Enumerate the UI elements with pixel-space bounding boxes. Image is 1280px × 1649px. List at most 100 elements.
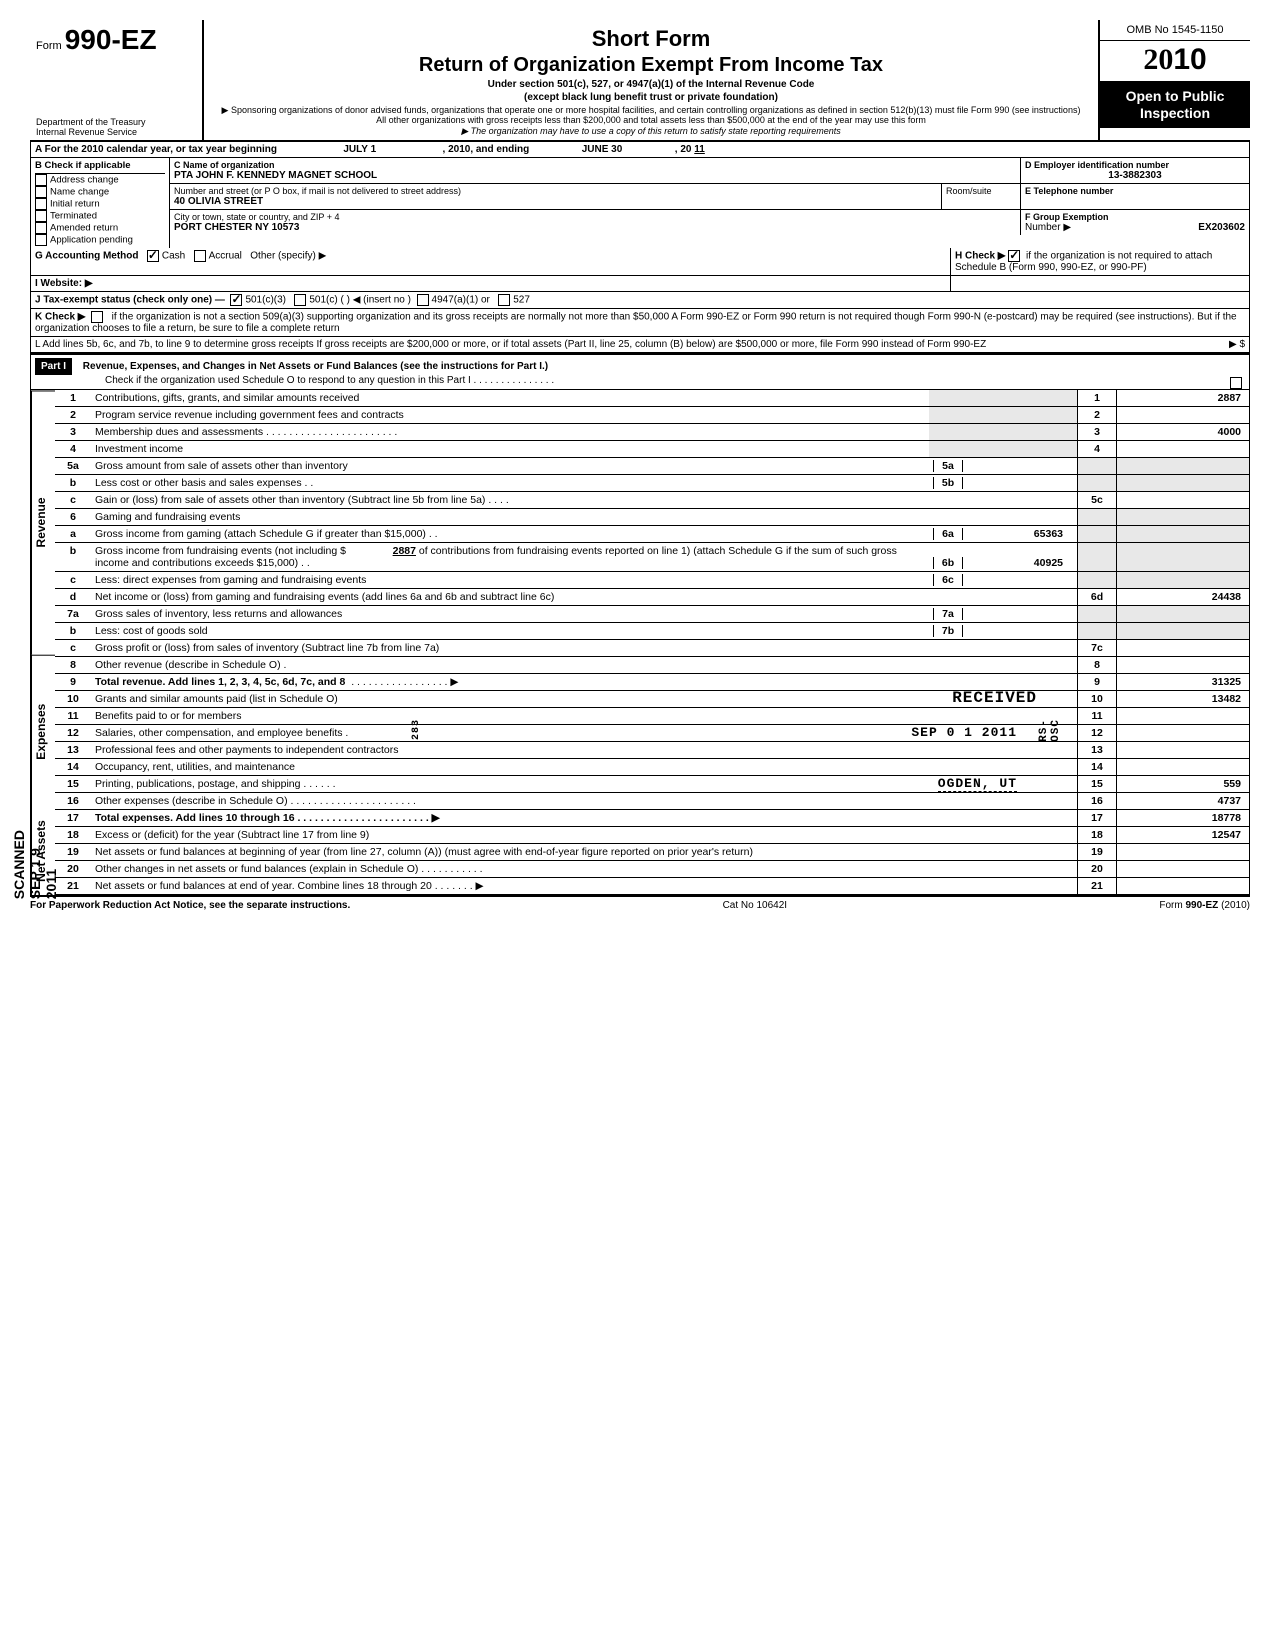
l-arrow: ▶ $ xyxy=(1229,339,1245,350)
g-other: Other (specify) ▶ xyxy=(250,251,326,262)
received-stamp: RECEIVED xyxy=(952,689,1037,707)
tax-year-end-year: 11 xyxy=(694,144,705,155)
title-return: Return of Organization Exempt From Incom… xyxy=(214,54,1088,77)
g-label: G Accounting Method xyxy=(35,251,139,262)
line19-val xyxy=(1117,844,1250,861)
city-state-zip: PORT CHESTER NY 10573 xyxy=(174,222,1016,233)
part1-title: Revenue, Expenses, and Changes in Net As… xyxy=(83,361,548,372)
k-label: K Check ▶ xyxy=(35,312,85,323)
line6b-pre: Gross income from fundraising events (no… xyxy=(95,545,346,557)
line9-text: Total revenue. Add lines 1, 2, 3, 4, 5c,… xyxy=(95,676,345,688)
line21-text: Net assets or fund balances at end of ye… xyxy=(91,878,1078,895)
rsosc-stamp: RS-OSC xyxy=(1038,719,1062,742)
check-initial-return[interactable] xyxy=(35,198,47,210)
check-schedule-o[interactable] xyxy=(1230,377,1242,389)
line1-val: 2887 xyxy=(1117,390,1250,407)
check-address-change[interactable] xyxy=(35,174,47,186)
line13-text: Professional fees and other payments to … xyxy=(91,742,1078,759)
j-4947: 4947(a)(1) or xyxy=(432,295,490,306)
check-501c[interactable] xyxy=(294,294,306,306)
note-3: ▶ The organization may have to use a cop… xyxy=(214,126,1088,136)
group-exemption-no: EX203602 xyxy=(1198,222,1245,233)
line4-text: Investment income xyxy=(91,441,929,458)
line6b-mid: 40925 xyxy=(963,557,1063,569)
note-1: ▶ Sponsoring organizations of donor advi… xyxy=(214,105,1088,115)
check-k[interactable] xyxy=(91,311,103,323)
check-cash[interactable] xyxy=(147,250,159,262)
j-501c: 501(c) ( xyxy=(309,295,343,306)
check-501c3[interactable] xyxy=(230,294,242,306)
footer-right: Form Form 990-EZ (2010)990-EZ (2010) xyxy=(1159,900,1250,911)
283-stamp: 283 xyxy=(411,719,422,740)
address: 40 OLIVIA STREET xyxy=(174,196,937,207)
j-label: J Tax-exempt status (check only one) — xyxy=(35,295,225,306)
b-item-0: Address change xyxy=(50,175,119,186)
g-cash: Cash xyxy=(162,251,185,262)
line7c-text: Gross profit or (loss) from sales of inv… xyxy=(91,640,1078,657)
line13-val xyxy=(1117,742,1250,759)
check-name-change[interactable] xyxy=(35,186,47,198)
line7b-text: Less: cost of goods sold xyxy=(91,623,929,640)
check-amended[interactable] xyxy=(35,222,47,234)
check-h[interactable] xyxy=(1008,250,1020,262)
tax-year-begin: JULY 1 xyxy=(280,144,440,155)
line7a-text: Gross sales of inventory, less returns a… xyxy=(91,606,929,623)
line3-val: 4000 xyxy=(1117,424,1250,441)
check-terminated[interactable] xyxy=(35,210,47,222)
dept-irs: Internal Revenue Service xyxy=(36,128,196,138)
title-box: Short Form Return of Organization Exempt… xyxy=(204,20,1098,140)
check-4947[interactable] xyxy=(417,294,429,306)
scanned-stamp: SCANNED SEP 1 9 2011 xyxy=(11,830,59,899)
subtitle-2: (except black lung benefit trust or priv… xyxy=(214,92,1088,103)
check-527[interactable] xyxy=(498,294,510,306)
line19-text: Net assets or fund balances at beginning… xyxy=(91,844,1078,861)
line9-val: 31325 xyxy=(1117,674,1250,691)
line10-text: Grants and similar amounts paid (list in… xyxy=(95,693,338,705)
line17-text: Total expenses. Add lines 10 through 16 … xyxy=(95,812,440,824)
line6a-mid: 65363 xyxy=(963,528,1063,540)
j-501c3: 501(c)(3) xyxy=(245,295,286,306)
part1-header: Part I Revenue, Expenses, and Changes in… xyxy=(30,353,1250,390)
info-block: A For the 2010 calendar year, or tax yea… xyxy=(30,142,1250,353)
line-a-label: A For the 2010 calendar year, or tax yea… xyxy=(35,144,277,155)
line5a-text: Gross amount from sale of assets other t… xyxy=(91,458,929,475)
check-pending[interactable] xyxy=(35,234,47,246)
j-527: 527 xyxy=(513,295,530,306)
line1-text: Contributions, gifts, grants, and simila… xyxy=(91,390,929,407)
open-to-public: Open to Public Inspection xyxy=(1100,82,1250,128)
line2-text: Program service revenue including govern… xyxy=(91,407,929,424)
l-text: L Add lines 5b, 6c, and 7b, to line 9 to… xyxy=(35,339,986,350)
line-a-end-prefix: , 20 xyxy=(675,144,692,155)
line11-text: Benefits paid to or for members xyxy=(91,708,1078,725)
line12-val xyxy=(1117,725,1250,742)
d-label: D Employer identification number xyxy=(1025,160,1169,170)
city-label: City or town, state or country, and ZIP … xyxy=(174,212,1016,222)
subtitle-1: Under section 501(c), 527, or 4947(a)(1)… xyxy=(214,79,1088,90)
line6c-text: Less: direct expenses from gaming and fu… xyxy=(91,572,929,589)
line6d-val: 24438 xyxy=(1117,589,1250,606)
line4-val xyxy=(1117,441,1250,458)
part1-check-o: Check if the organization used Schedule … xyxy=(105,375,554,386)
line17-val: 18778 xyxy=(1117,810,1250,827)
form-prefix: Form xyxy=(36,40,62,52)
b-label: B Check if applicable xyxy=(35,160,131,171)
note-2: All other organizations with gross recei… xyxy=(214,115,1088,125)
line6b-contrib: 2887 xyxy=(346,545,416,557)
section-b: B Check if applicable Address change Nam… xyxy=(31,158,170,248)
line6-text: Gaming and fundraising events xyxy=(91,509,1078,526)
ogden-stamp: OGDEN, UT xyxy=(938,776,1017,792)
expenses-vert-label: Expenses xyxy=(31,655,55,808)
line10-val: 13482 xyxy=(1117,691,1250,708)
tax-year-end: JUNE 30 xyxy=(532,144,672,155)
right-box: OMB No 1545-1150 2010 Open to Public Ins… xyxy=(1098,20,1250,140)
line16-text: Other expenses (describe in Schedule O) … xyxy=(91,793,1078,810)
check-accrual[interactable] xyxy=(194,250,206,262)
b-item-2: Initial return xyxy=(50,199,100,210)
line18-text: Excess or (deficit) for the year (Subtra… xyxy=(91,827,1078,844)
i-label: I Website: ▶ xyxy=(35,278,93,289)
tax-year: 2010 xyxy=(1100,41,1250,82)
h-label: H Check ▶ xyxy=(955,251,1005,262)
line18-val: 12547 xyxy=(1117,827,1250,844)
line5c-val xyxy=(1117,492,1250,509)
line5c-text: Gain or (loss) from sale of assets other… xyxy=(91,492,1078,509)
